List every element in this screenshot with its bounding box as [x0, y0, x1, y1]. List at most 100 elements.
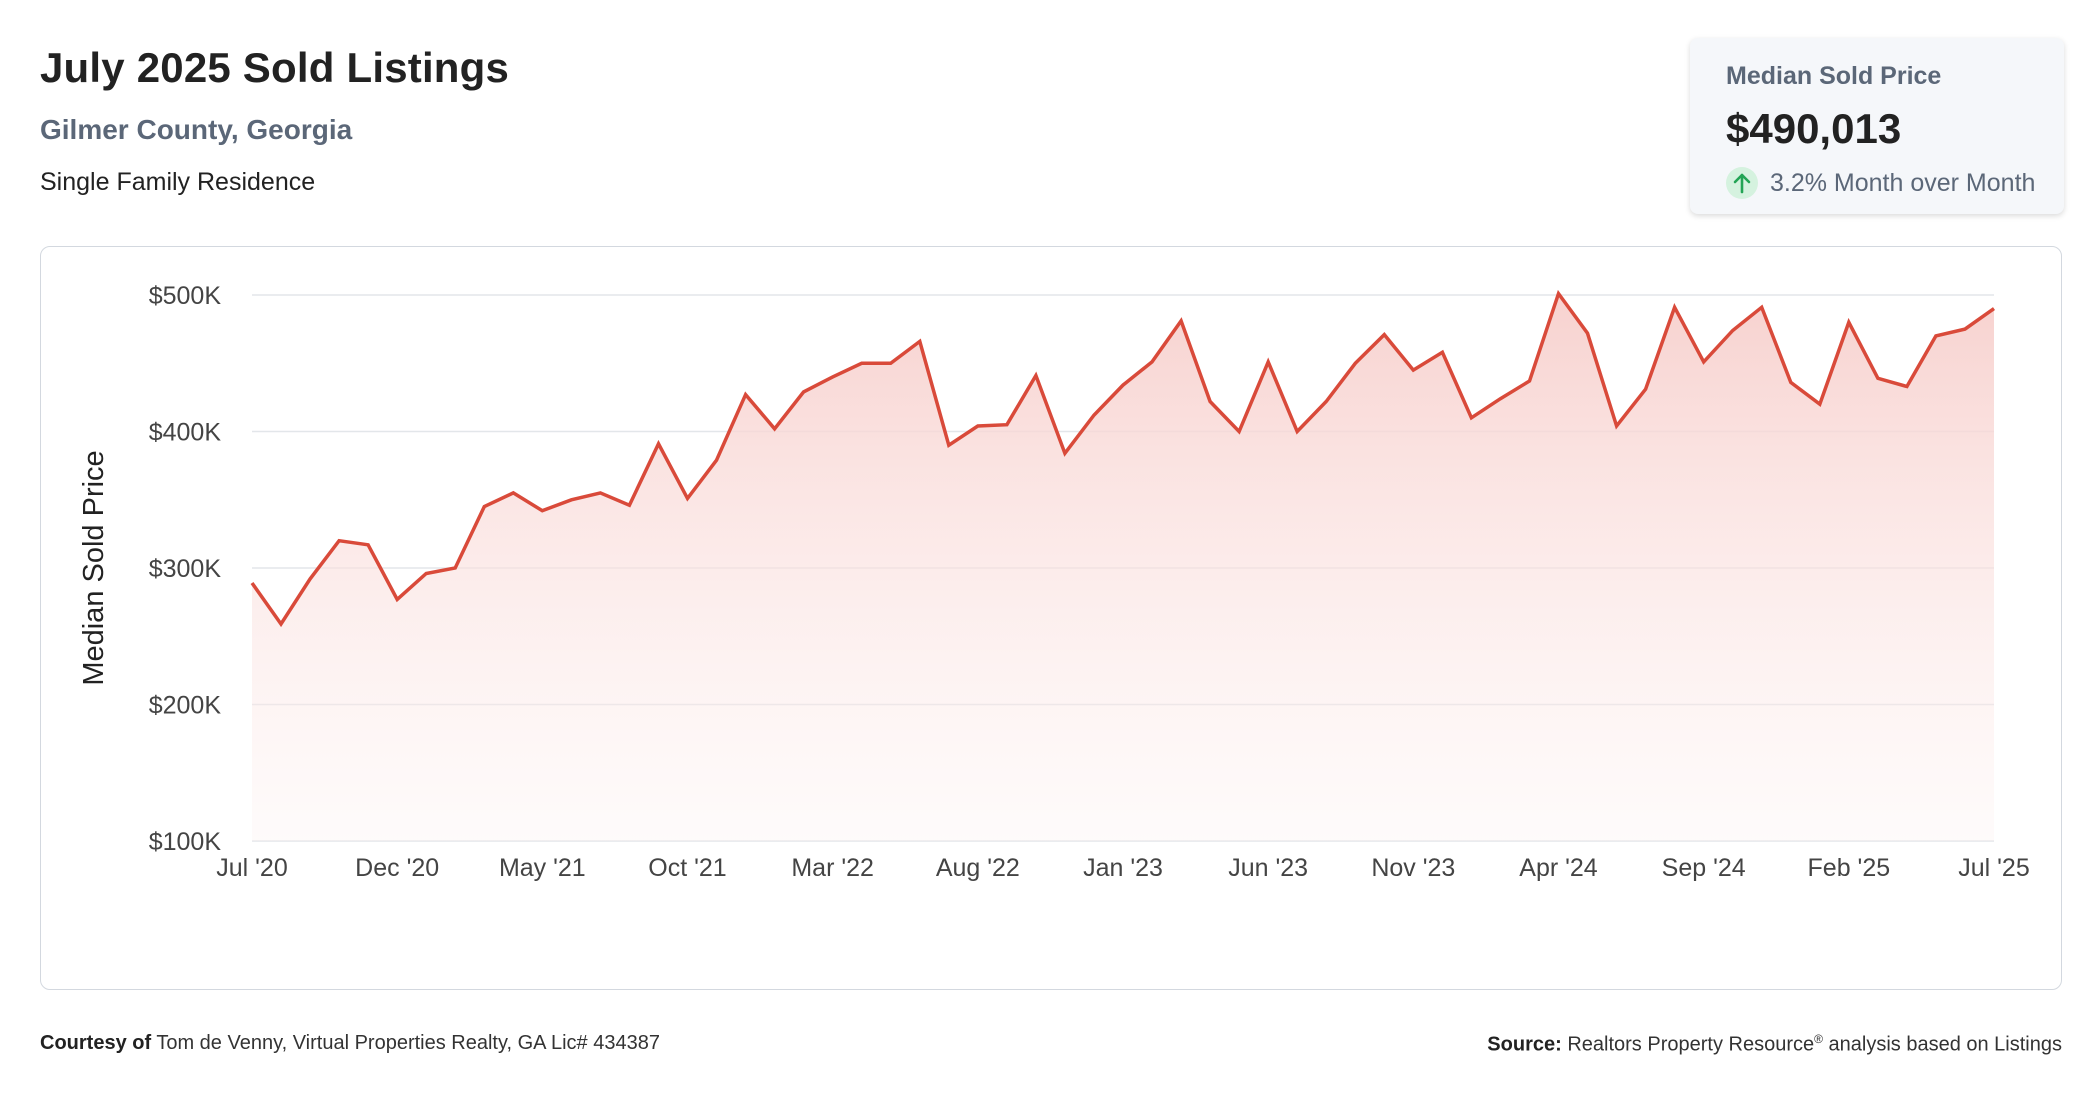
data-point	[686, 497, 689, 500]
property-type-label: Single Family Residence	[40, 168, 316, 196]
data-point	[860, 362, 863, 365]
series-polyline	[250, 289, 1996, 628]
registered-mark: ®	[1814, 1032, 1823, 1046]
x-tick-label: Oct '21	[648, 854, 726, 882]
x-tick-label: Aug '22	[936, 854, 1020, 882]
x-tick-label: Jan '23	[1083, 854, 1163, 882]
data-point	[1528, 380, 1531, 383]
series-line	[250, 289, 1996, 628]
report-header: July 2025 Sold Listings Gilmer County, G…	[40, 44, 509, 197]
location-subtitle: Gilmer County, Georgia	[40, 114, 353, 145]
data-point	[1005, 423, 1008, 426]
data-point	[889, 362, 892, 365]
data-point	[1296, 430, 1299, 433]
kpi-value: $490,013	[1726, 105, 1902, 152]
data-point	[773, 427, 776, 430]
data-point	[1789, 381, 1792, 384]
y-tick-label: $100K	[149, 828, 222, 856]
x-tick-label: Feb '25	[1808, 854, 1891, 882]
data-point	[1499, 397, 1502, 400]
x-tick-label: Jun '23	[1228, 854, 1308, 882]
y-tick-label: $300K	[149, 555, 222, 583]
data-point	[1238, 430, 1241, 433]
data-point	[599, 491, 602, 494]
kpi-label: Median Sold Price	[1726, 62, 1942, 90]
x-tick-label: May '21	[499, 854, 586, 882]
data-point	[1093, 414, 1096, 417]
kpi-change-text: 3.2% Month over Month	[1770, 168, 2036, 197]
data-point	[657, 442, 660, 445]
data-point	[338, 539, 341, 542]
y-tick-label: $500K	[149, 282, 222, 310]
chart-card: $500K $400K $300K $200K $100K Jul '20 Dec '20…	[40, 246, 2062, 990]
median-price-kpi-card: Median Sold Price $490,013 3.2% Month ov…	[1690, 38, 2064, 214]
data-point	[570, 498, 573, 501]
data-point	[802, 390, 805, 393]
price-trend-chart: $500K $400K $300K $200K $100K Jul '20 Dec '20…	[78, 282, 2030, 882]
arrow-up-icon	[1726, 167, 1758, 199]
data-point	[1383, 333, 1386, 336]
data-point	[1905, 385, 1908, 388]
source-footer: Source: Realtors Property Resource® anal…	[1487, 1032, 2062, 1057]
data-point	[976, 425, 979, 428]
data-point	[1151, 360, 1154, 363]
y-axis-title: Median Sold Price	[78, 450, 110, 685]
data-point	[947, 444, 950, 447]
data-point	[1818, 403, 1821, 406]
data-point	[425, 572, 428, 575]
data-point	[1934, 334, 1937, 337]
x-tick-label: Jul '25	[1958, 854, 2029, 882]
data-point	[715, 459, 718, 462]
courtesy-label: Courtesy of	[40, 1032, 152, 1054]
data-point	[1993, 307, 1996, 310]
y-tick-label: $200K	[149, 692, 222, 720]
source-suffix: analysis based on Listings	[1828, 1033, 2062, 1056]
area-fill	[252, 293, 1994, 842]
courtesy-footer: Courtesy of Tom de Venny, Virtual Proper…	[40, 1032, 660, 1055]
x-tick-label: Mar '22	[791, 854, 874, 882]
y-axis-ticks: $500K $400K $300K $200K $100K	[149, 282, 222, 856]
data-point	[1470, 416, 1473, 419]
y-tick-label: $400K	[149, 419, 222, 447]
data-point	[1034, 374, 1037, 377]
data-point	[309, 577, 312, 580]
data-point	[1876, 377, 1879, 380]
data-point	[1122, 384, 1125, 387]
source-label: Source:	[1487, 1033, 1562, 1056]
data-point	[454, 567, 457, 570]
x-tick-label: Jul '20	[216, 854, 287, 882]
courtesy-text: Tom de Venny, Virtual Properties Realty,…	[156, 1032, 660, 1054]
data-point	[1847, 321, 1850, 324]
data-point	[396, 598, 399, 601]
data-point	[1325, 400, 1328, 403]
x-axis-ticks: Jul '20 Dec '20 May '21 Oct '21 Mar '22 Aug '…	[216, 854, 2029, 882]
data-point	[1267, 360, 1270, 363]
data-point	[1644, 388, 1647, 391]
data-point	[1586, 332, 1589, 335]
data-point	[628, 504, 631, 507]
data-point	[918, 340, 921, 343]
kpi-change: 3.2% Month over Month	[1726, 167, 2064, 199]
x-tick-label: Nov '23	[1371, 854, 1455, 882]
data-point	[280, 623, 283, 626]
data-point	[1615, 425, 1618, 428]
x-tick-label: Apr '24	[1519, 854, 1598, 882]
area-path	[252, 293, 1994, 842]
source-text: Realtors Property Resource	[1567, 1033, 1815, 1056]
data-point	[483, 505, 486, 508]
data-point	[1063, 452, 1066, 455]
data-point	[1180, 319, 1183, 322]
data-point	[1760, 306, 1763, 309]
data-point	[512, 491, 515, 494]
data-point	[1731, 329, 1734, 332]
data-point	[831, 375, 834, 378]
data-point	[1557, 292, 1560, 295]
data-point	[1412, 369, 1415, 372]
data-point	[1209, 400, 1212, 403]
data-point	[1441, 351, 1444, 354]
x-tick-label: Sep '24	[1662, 854, 1746, 882]
page-title: July 2025 Sold Listings	[40, 44, 510, 91]
data-point	[251, 582, 254, 585]
data-point	[367, 543, 370, 546]
data-point	[1354, 362, 1357, 365]
